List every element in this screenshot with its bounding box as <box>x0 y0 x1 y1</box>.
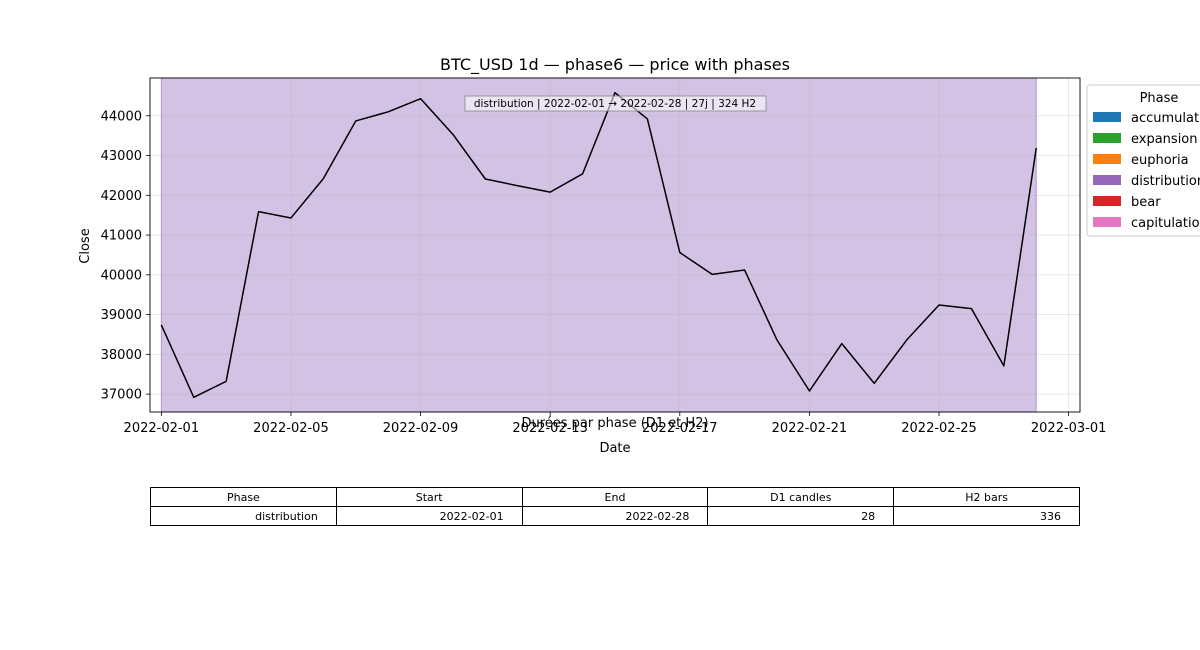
close-price-series <box>160 91 1037 399</box>
legend-label-distribution: distribution <box>1131 174 1200 189</box>
chart-title: BTC_USD 1d — phase6 — price with phases <box>440 55 790 75</box>
table-title: Durées par phase (D1 et H2) <box>521 416 708 431</box>
header-phase: Phase <box>150 487 337 507</box>
legend-swatch-euphoria <box>1093 154 1121 164</box>
legend-label-euphoria: euphoria <box>1131 153 1189 168</box>
x-tick-label: 2022-02-21 <box>772 421 848 436</box>
y-tick-label: 42000 <box>101 189 142 204</box>
x-tick-label: 2022-02-01 <box>124 421 200 436</box>
header-d1-candles: D1 candles <box>707 487 895 507</box>
phase-span-distribution <box>160 77 1037 413</box>
y-tick-label: 40000 <box>101 268 142 283</box>
legend-swatch-distribution <box>1093 175 1121 185</box>
phase-duration-table: Phase Start End D1 candles H2 bars distr… <box>150 487 1080 526</box>
annotation-box: distribution | 2022-02-01 → 2022-02-28 |… <box>464 95 767 112</box>
header-start: Start <box>335 487 523 507</box>
legend-swatch-capitulation <box>1093 217 1121 227</box>
x-tick-label: 2022-02-25 <box>901 421 977 436</box>
x-tick-label: 2022-02-05 <box>253 421 329 436</box>
x-tick-label: 2022-02-17 <box>642 421 718 436</box>
cell-h2-bars: 336 <box>893 506 1080 526</box>
table-header-row: Phase Start End D1 candles H2 bars <box>150 487 1080 507</box>
header-h2-bars: H2 bars <box>893 487 1080 507</box>
legend-label-accumulation: accumulation <box>1131 111 1200 126</box>
cell-start: 2022-02-01 <box>335 506 523 526</box>
table-row: distribution 2022-02-01 2022-02-28 28 33… <box>150 506 1080 526</box>
y-tick-label: 44000 <box>101 109 142 124</box>
cell-end: 2022-02-28 <box>521 506 709 526</box>
legend: Phase accumulation expansion euphoria distr… <box>1086 84 1200 237</box>
y-axis-ticks: 37000 38000 39000 40000 41000 42000 43000 44000 <box>101 109 150 403</box>
x-tick-label: 2022-02-09 <box>383 421 459 436</box>
y-tick-label: 39000 <box>101 308 142 323</box>
legend-title: Phase <box>1140 91 1179 106</box>
legend-label-bear: bear <box>1131 195 1161 210</box>
y-axis-label: Close <box>78 228 93 263</box>
y-tick-label: 43000 <box>101 149 142 164</box>
legend-swatch-bear <box>1093 196 1121 206</box>
x-tick-label: 2022-02-13 <box>512 421 588 436</box>
close-line <box>160 91 1037 399</box>
grid <box>150 78 1080 412</box>
legend-swatch-accumulation <box>1093 112 1121 122</box>
x-tick-label: 2022-03-01 <box>1031 421 1107 436</box>
header-end: End <box>521 487 709 507</box>
phase-annotation: distribution | 2022-02-01 → 2022-02-28 |… <box>474 98 756 110</box>
legend-label-capitulation: capitulation <box>1131 216 1200 231</box>
x-axis-label: Date <box>599 441 630 456</box>
legend-swatch-expansion <box>1093 133 1121 143</box>
legend-label-expansion: expansion <box>1131 132 1198 147</box>
x-axis-ticks: 2022-02-01 2022-02-05 2022-02-09 2022-02-13… <box>124 412 1107 436</box>
cell-d1-candles: 28 <box>707 506 895 526</box>
y-tick-label: 38000 <box>101 348 142 363</box>
cell-phase: distribution <box>150 506 337 526</box>
y-tick-label: 41000 <box>101 229 142 244</box>
y-tick-label: 37000 <box>101 388 142 403</box>
plot-frame <box>149 77 1081 413</box>
